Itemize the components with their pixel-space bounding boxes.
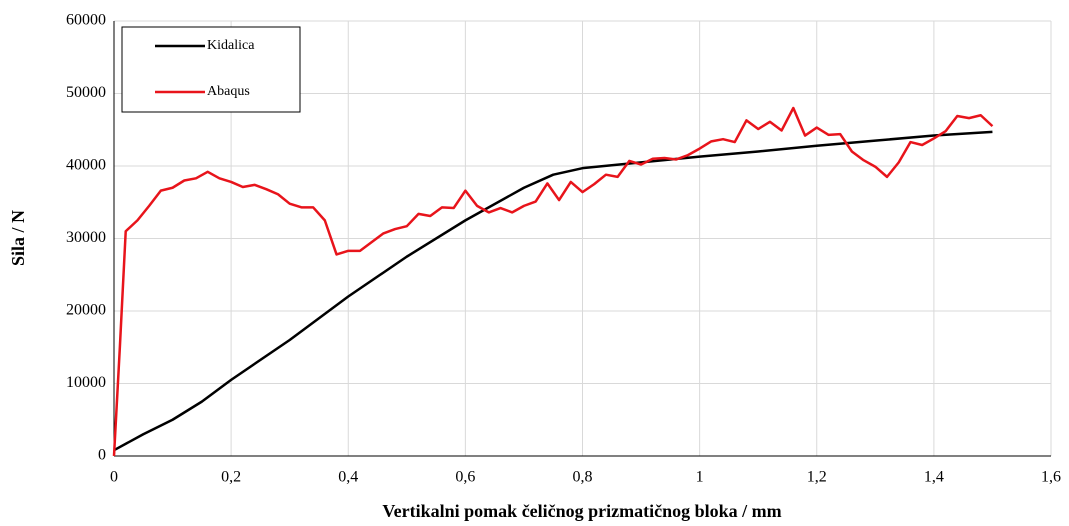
legend-box [121, 26, 301, 113]
x-tick-label: 1,2 [807, 469, 827, 486]
y-tick-label: 0 [98, 447, 106, 464]
x-tick-label: 0,8 [573, 469, 593, 486]
x-tick-label: 0,4 [338, 469, 358, 486]
y-tick-label: 10000 [66, 374, 106, 391]
x-axis-label: Vertikalni pomak čeličnog prizmatičnog b… [382, 501, 781, 521]
x-tick-label: 1,4 [924, 469, 944, 486]
y-tick-label: 50000 [66, 84, 106, 101]
y-axis-label: Sila / N [8, 210, 28, 266]
y-tick-label: 60000 [66, 12, 106, 29]
y-tick-label: 30000 [66, 229, 106, 246]
legend-label: Kidalica [207, 38, 255, 53]
x-tick-label: 1,6 [1041, 469, 1061, 486]
data-line [113, 130, 993, 452]
data-line [112, 106, 994, 457]
legend-label: Abaqus [207, 84, 250, 99]
x-tick-label: 0 [110, 469, 118, 486]
y-tick-label: 40000 [66, 157, 106, 174]
x-tick-label: 1 [696, 469, 704, 486]
x-tick-label: 0,6 [455, 469, 475, 486]
x-tick-label: 0,2 [221, 469, 241, 486]
y-tick-label: 20000 [66, 302, 106, 319]
